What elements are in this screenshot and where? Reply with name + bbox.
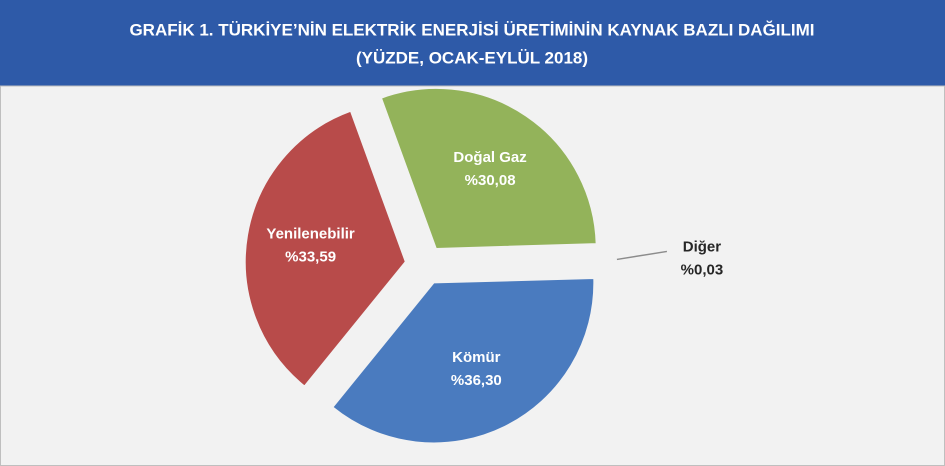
header-band xyxy=(0,0,945,86)
slice-label: Diğer xyxy=(683,238,722,255)
slice-value-label: %0,03 xyxy=(681,261,724,278)
pie-slice xyxy=(444,259,606,265)
slice-value-label: %36,30 xyxy=(451,372,502,389)
pie-slice xyxy=(244,110,406,387)
pie-slice xyxy=(332,277,595,444)
slice-label: Kömür xyxy=(452,349,500,366)
slice-value-label: %30,08 xyxy=(465,172,516,189)
slice-value-label: %33,59 xyxy=(285,249,336,266)
slice-label: Yenilenebilir xyxy=(266,226,355,243)
leader-line xyxy=(616,250,668,261)
pie-slice xyxy=(380,87,597,249)
chart-title: GRAFİK 1. TÜRKİYE’NİN ELEKTRİK ENERJİSİ … xyxy=(129,20,814,39)
slice-label: Doğal Gaz xyxy=(453,149,526,166)
chart-subtitle: (YÜZDE, OCAK-EYLÜL 2018) xyxy=(356,48,588,67)
